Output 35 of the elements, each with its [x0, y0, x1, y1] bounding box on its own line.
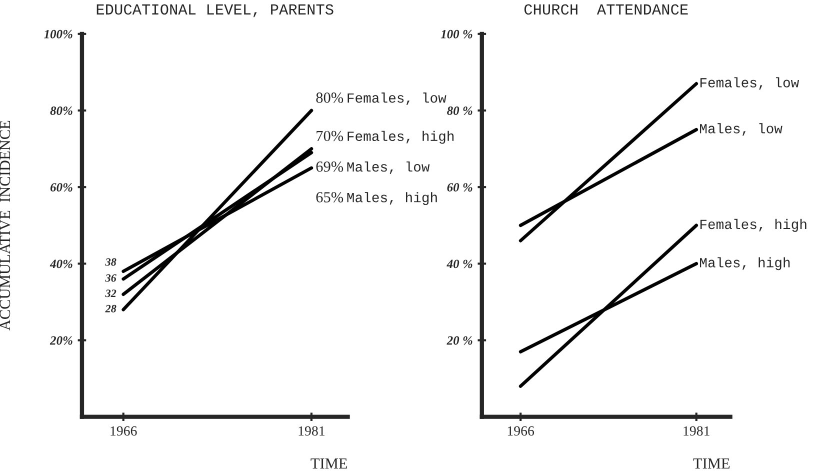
- y-tick-label: 40%: [50, 260, 72, 268]
- y-tick-label: 80 %: [447, 106, 472, 115]
- data-label: 32: [105, 290, 116, 298]
- y-tick-label: 20 %: [446, 336, 472, 345]
- y-tick-label: 20%: [50, 336, 72, 345]
- text: Females, low: [348, 92, 446, 106]
- chart-title: CHURCH ATTENDANCE: [524, 4, 688, 15]
- x-tick-label: 1981: [298, 426, 325, 436]
- series-label: Females, high: [700, 218, 806, 232]
- text: Males, high: [347, 192, 437, 206]
- y-tick-label: 100 %: [440, 30, 472, 38]
- chart-title: EDUCATIONAL LEVEL, PARENTS: [96, 4, 334, 18]
- data-label: 28: [105, 304, 116, 312]
- y-tick-label: 40 %: [446, 260, 472, 268]
- x-axis-title: TIME: [310, 458, 347, 469]
- x-tick-label: 1966: [110, 426, 137, 436]
- y-tick-label: 100%: [44, 30, 72, 38]
- y-tick-label: 60%: [50, 183, 72, 192]
- series-label: Females, low: [700, 77, 800, 90]
- x-tick-label: 1981: [684, 426, 710, 436]
- x-tick-label: 1966: [508, 426, 534, 436]
- data-label: 38: [105, 258, 116, 266]
- data-label: 65%: [316, 192, 344, 202]
- data-label: 69%: [316, 161, 344, 172]
- data-label: 36: [105, 274, 116, 282]
- y-axis-title: ACCUMULATIVE INCIDENCE: [0, 120, 10, 330]
- text: Females, high: [348, 130, 454, 144]
- data-label: 80%: [316, 92, 344, 103]
- data-label: 70%: [316, 130, 344, 142]
- text: Males, low: [347, 161, 430, 174]
- series-label: Males, high: [700, 257, 790, 270]
- y-tick-label: 80%: [50, 106, 72, 115]
- series-label: Males, low: [700, 123, 782, 136]
- y-tick-label: 60 %: [447, 183, 472, 192]
- x-axis-title: TIME: [693, 458, 730, 469]
